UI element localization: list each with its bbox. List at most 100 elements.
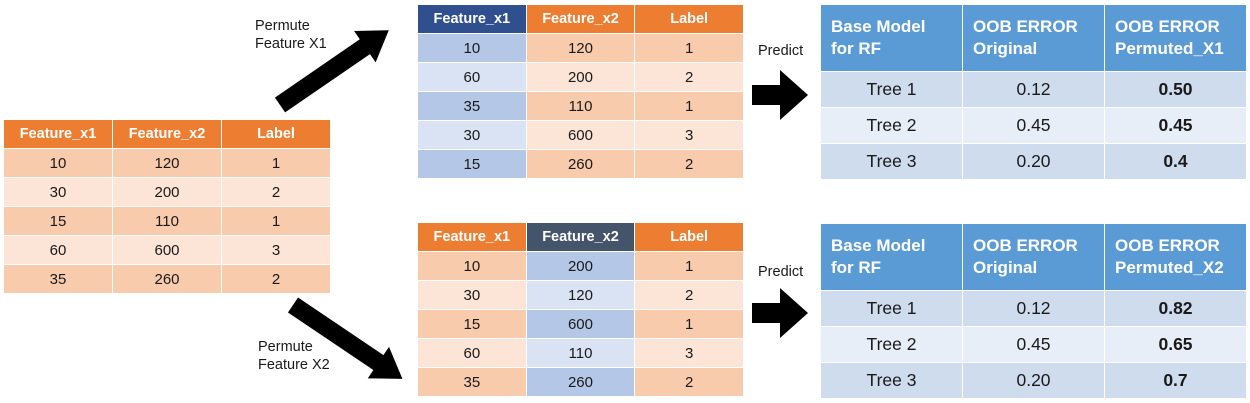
cell: 30 (417, 280, 527, 310)
cell: 120 (525, 33, 636, 63)
cell: 10 (3, 148, 113, 178)
header-line: OOB ERROR (973, 17, 1078, 36)
cell: 1 (634, 251, 744, 281)
permute-x2-label: Permute Feature X2 (258, 338, 330, 374)
cell: 1 (634, 33, 744, 63)
table-row: 60 110 3 (417, 338, 744, 368)
cell: 10 (417, 251, 527, 281)
cell: 120 (525, 280, 636, 310)
cell: 30 (3, 177, 113, 207)
cell: 1 (221, 206, 331, 236)
table-row: Tree 2 0.45 0.45 (820, 107, 1247, 144)
header-line: Permuted_X1 (1115, 39, 1224, 58)
cell: 260 (525, 367, 636, 397)
cell: 1 (221, 148, 331, 178)
cell: Tree 1 (820, 71, 963, 108)
cell: 35 (3, 264, 113, 294)
cell: 600 (525, 120, 636, 150)
cell: 0.12 (962, 290, 1105, 327)
table-row: 30 120 2 (417, 280, 744, 310)
cell: 0.82 (1104, 290, 1247, 327)
cell: 600 (112, 235, 222, 265)
cell: 15 (417, 309, 527, 339)
permute-x2-label-line1: Permute (258, 339, 313, 355)
cell: 600 (525, 309, 636, 339)
table-row: Tree 2 0.45 0.65 (820, 326, 1247, 363)
cell: 260 (525, 149, 636, 179)
original-data-table: Feature_x1 Feature_x2 Label 10 120 1 30 … (3, 119, 331, 294)
column-header-oob-permuted: OOB ERROR Permuted_X1 (1104, 4, 1247, 72)
cell: 15 (3, 206, 113, 236)
cell: 2 (634, 62, 744, 92)
column-header-feature-x2: Feature_x2 (525, 4, 636, 34)
cell: 0.45 (962, 107, 1105, 144)
permute-x1-label-line1: Permute (255, 18, 310, 34)
table-row: 10 200 1 (417, 251, 744, 281)
column-header-base-model: Base Model for RF (820, 223, 963, 291)
cell: 110 (525, 338, 636, 368)
cell: 60 (3, 235, 113, 265)
permute-x1-label: Permute Feature X1 (255, 17, 327, 53)
header-line: Original (973, 258, 1038, 277)
table-row: 30 600 3 (417, 120, 744, 150)
table-row: Tree 3 0.20 0.7 (820, 362, 1247, 399)
cell: 2 (634, 149, 744, 179)
table-row: 60 600 3 (3, 235, 331, 265)
cell: Tree 3 (820, 143, 963, 180)
cell: 200 (525, 62, 636, 92)
cell: 2 (634, 280, 744, 310)
cell: 3 (634, 338, 744, 368)
header-line: Base Model (831, 17, 926, 36)
column-header-base-model: Base Model for RF (820, 4, 963, 72)
cell: 2 (221, 264, 331, 294)
permute-x1-label-line2: Feature X1 (255, 36, 327, 52)
cell: 0.12 (962, 71, 1105, 108)
table-header-row: Feature_x1 Feature_x2 Label (417, 4, 744, 34)
header-line: Original (973, 39, 1038, 58)
header-line: Base Model (831, 236, 926, 255)
permute-x2-label-line2: Feature X2 (258, 357, 330, 373)
column-header-oob-original: OOB ERROR Original (962, 4, 1105, 72)
cell: 0.50 (1104, 71, 1247, 108)
cell: 0.4 (1104, 143, 1247, 180)
table-row: Tree 1 0.12 0.50 (820, 71, 1247, 108)
table-row: Tree 3 0.20 0.4 (820, 143, 1247, 180)
table-row: 10 120 1 (417, 33, 744, 63)
cell: 120 (112, 148, 222, 178)
cell: 10 (417, 33, 527, 63)
cell: 35 (417, 367, 527, 397)
cell: 0.20 (962, 362, 1105, 399)
table-row: 35 110 1 (417, 91, 744, 121)
table-header-row: Base Model for RF OOB ERROR Original OOB… (820, 223, 1247, 291)
predict-label-bottom: Predict (758, 264, 804, 280)
cell: 30 (417, 120, 527, 150)
cell: 110 (112, 206, 222, 236)
cell: 60 (417, 62, 527, 92)
header-line: OOB ERROR (973, 236, 1078, 255)
predict-arrow-top (752, 70, 808, 120)
cell: 0.45 (962, 326, 1105, 363)
column-header-label: Label (634, 222, 744, 252)
column-header-feature-x2: Feature_x2 (525, 222, 636, 252)
header-line: for RF (831, 39, 882, 58)
oob-error-table-x2: Base Model for RF OOB ERROR Original OOB… (820, 223, 1247, 399)
cell: Tree 1 (820, 290, 963, 327)
cell: 0.7 (1104, 362, 1247, 399)
table-row: 35 260 2 (3, 264, 331, 294)
permuted-x1-data-table: Feature_x1 Feature_x2 Label 10 120 1 60 … (417, 4, 744, 179)
table-row: 35 260 2 (417, 367, 744, 397)
column-header-label: Label (634, 4, 744, 34)
header-line: Permuted_X2 (1115, 258, 1224, 277)
cell: 200 (112, 177, 222, 207)
cell: 200 (525, 251, 636, 281)
table-header-row: Base Model for RF OOB ERROR Original OOB… (820, 4, 1247, 72)
table-header-row: Feature_x1 Feature_x2 Label (417, 222, 744, 252)
table-row: 15 260 2 (417, 149, 744, 179)
cell: 3 (221, 235, 331, 265)
cell: Tree 2 (820, 326, 963, 363)
permuted-x2-data-table: Feature_x1 Feature_x2 Label 10 200 1 30 … (417, 222, 744, 397)
predict-arrow-bottom (752, 288, 808, 338)
cell: 2 (634, 367, 744, 397)
